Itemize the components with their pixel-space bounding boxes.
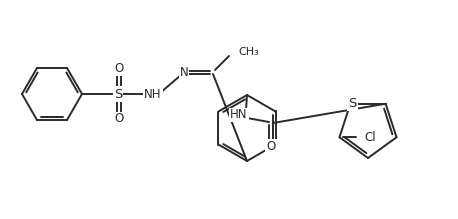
Text: NH: NH [144,88,162,101]
Text: HN: HN [230,108,248,122]
Text: S: S [114,88,122,101]
Text: N: N [180,65,188,78]
Text: O: O [114,113,124,125]
Text: Cl: Cl [365,131,376,144]
Text: O: O [267,140,276,152]
Text: CH₃: CH₃ [238,47,259,57]
Text: S: S [348,97,357,110]
Text: O: O [114,62,124,76]
